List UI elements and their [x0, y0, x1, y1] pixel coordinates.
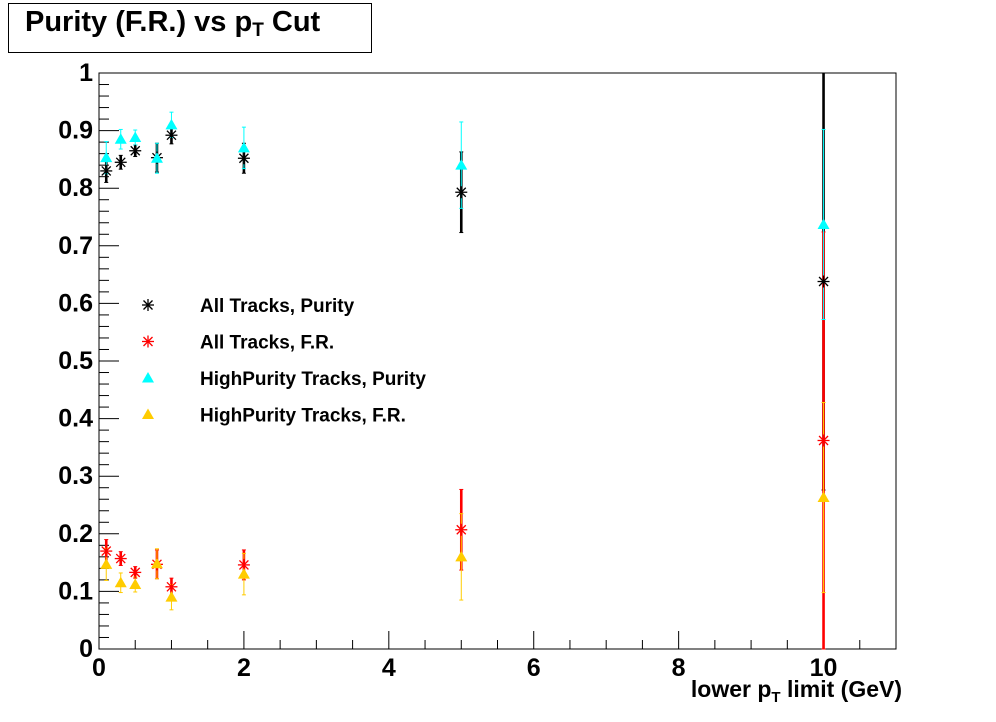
data-point [817, 434, 830, 447]
data-point [129, 131, 142, 143]
data-point [165, 580, 178, 593]
y-tick-label: 0.8 [58, 174, 93, 202]
data-point [455, 186, 468, 199]
y-tick-label: 0.3 [58, 462, 93, 490]
data-point [455, 523, 468, 536]
legend-marker [142, 408, 154, 419]
data-point [165, 129, 178, 142]
data-point [129, 144, 142, 157]
plot-frame [98, 72, 897, 650]
data-point [150, 152, 163, 163]
legend-label: HighPurity Tracks, F.R. [200, 406, 406, 427]
x-tick-label: 8 [672, 654, 686, 682]
x-axis-label: lower pT limit (GeV) [690, 676, 902, 706]
data-point [129, 566, 142, 579]
y-tick-label: 0.6 [58, 289, 93, 317]
data-point [817, 491, 830, 503]
data-point [237, 568, 250, 579]
x-tick-label: 6 [527, 654, 541, 682]
legend: All Tracks, Purity All Tracks, F.R. HighPu… [142, 296, 426, 427]
data-point [237, 152, 250, 165]
y-tick-label: 0.7 [58, 232, 93, 260]
y-tick-label: 0 [79, 635, 93, 663]
data-point [129, 578, 142, 589]
y-tick-label: 0.5 [58, 347, 93, 375]
data-point [100, 164, 113, 177]
data-point [114, 576, 127, 588]
legend-label: All Tracks, F.R. [200, 333, 334, 354]
legend-label: HighPurity Tracks, Purity [200, 369, 426, 390]
x-tick-label: 10 [810, 654, 838, 682]
data-point [455, 550, 468, 562]
data-point [114, 552, 127, 565]
data-point [237, 558, 250, 571]
y-tick-label: 0.1 [58, 577, 93, 605]
data-point [100, 545, 113, 558]
x-tick-label: 0 [92, 654, 106, 682]
y-tick-label: 0.2 [58, 520, 93, 548]
legend-marker [142, 335, 154, 348]
data-point [165, 591, 178, 602]
data-point [165, 118, 178, 130]
legend-marker [142, 372, 154, 383]
data-point [455, 159, 468, 170]
legend-label: All Tracks, Purity [200, 296, 355, 317]
y-tick-label: 1 [79, 59, 93, 87]
data-point [150, 557, 163, 569]
xlabel-subscript: T [771, 689, 781, 706]
data-point [817, 218, 830, 229]
y-tick-label: 0.9 [58, 117, 93, 145]
data-point [237, 141, 250, 153]
data-point [100, 151, 113, 163]
title-box: Purity (F.R.) vs pT Cut [8, 3, 372, 53]
data-point [114, 156, 127, 169]
chart-title: Purity (F.R.) vs pT Cut [25, 6, 321, 41]
data-point [114, 133, 127, 144]
title-subscript: T [252, 20, 264, 41]
y-tick-label: 0.4 [58, 405, 93, 433]
x-tick-label: 2 [237, 654, 251, 682]
x-tick-label: 4 [382, 654, 396, 682]
data-point [100, 558, 113, 569]
data-point [817, 275, 830, 288]
legend-marker [142, 299, 154, 311]
